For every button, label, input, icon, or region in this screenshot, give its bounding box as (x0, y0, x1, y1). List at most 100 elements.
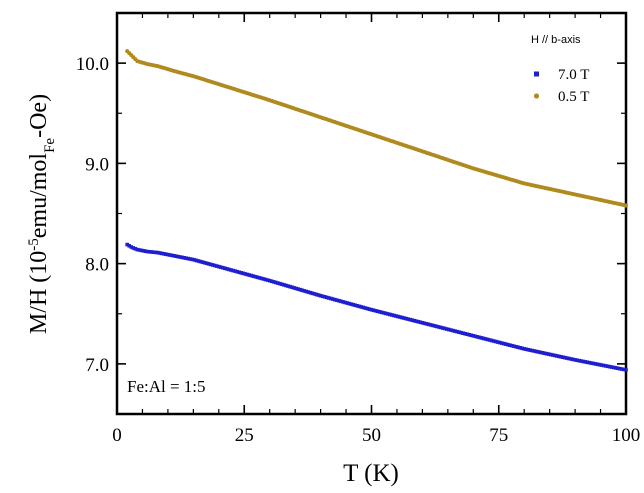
data-point (601, 363, 606, 368)
data-point (314, 292, 319, 297)
data-point (487, 338, 492, 342)
data-point (616, 366, 620, 371)
data-point (607, 364, 612, 369)
data-point (379, 310, 384, 315)
data-point (544, 351, 549, 356)
data-point (300, 288, 305, 293)
x-tick-label: 100 (612, 425, 641, 446)
data-point (430, 323, 435, 328)
data-point (611, 365, 616, 370)
data-point (475, 335, 480, 339)
data-point (159, 251, 164, 256)
data-point (442, 326, 447, 331)
data-point (341, 300, 345, 304)
data-point (593, 362, 598, 366)
x-tick-label: 50 (362, 425, 381, 446)
data-point (491, 339, 496, 343)
data-point (263, 277, 268, 282)
data-point (524, 347, 529, 352)
plot-area: 0 25 50 75 100 7.0 8.0 9.0 10.0 Fe:Al = 1:5 (76, 11, 641, 446)
data-point (153, 250, 158, 255)
data-point (495, 340, 500, 344)
data-point (579, 359, 584, 363)
data-point (575, 358, 579, 363)
data-point (465, 332, 469, 337)
data-point (259, 276, 264, 281)
series-7T (125, 242, 628, 372)
data-point (255, 275, 260, 280)
data-point (221, 265, 225, 270)
data-point (322, 295, 327, 299)
y-axis-label-mid: emu/mol (26, 153, 52, 239)
data-point (178, 255, 182, 259)
data-point (506, 342, 510, 347)
data-point (434, 324, 439, 329)
x-tick-label: 75 (489, 425, 508, 446)
data-point (453, 329, 457, 333)
data-point (410, 318, 415, 322)
data-point (184, 256, 189, 261)
data-point (133, 246, 138, 251)
data-point (408, 317, 412, 322)
data-point (135, 247, 140, 252)
y-tick-label: 10.0 (76, 54, 109, 75)
legend-label: 7.0 T (558, 67, 589, 83)
data-point (381, 311, 386, 315)
data-point (280, 282, 284, 287)
data-point (343, 300, 347, 305)
data-point (155, 250, 160, 255)
data-point (561, 355, 565, 360)
data-point (577, 358, 581, 363)
series-0p5T (125, 49, 628, 208)
data-point (290, 285, 294, 290)
data-point (483, 337, 488, 341)
data-point (151, 250, 156, 254)
data-point (424, 322, 429, 326)
data-point (345, 301, 349, 305)
data-point (357, 304, 362, 309)
data-point (333, 297, 337, 302)
data-point (459, 330, 463, 335)
data-point (278, 281, 282, 286)
data-point (540, 351, 545, 355)
data-point (510, 343, 514, 348)
data-point (400, 315, 404, 320)
data-point (451, 328, 455, 333)
data-point (127, 243, 132, 248)
data-point (530, 348, 535, 353)
data-point (390, 313, 394, 317)
data-point (573, 358, 577, 362)
data-point (469, 333, 474, 338)
legend-marker (534, 71, 539, 77)
data-point (129, 245, 134, 249)
data-point (214, 264, 219, 268)
data-point (414, 319, 419, 324)
data-point (261, 277, 266, 281)
data-point (229, 268, 233, 272)
data-point (589, 361, 594, 365)
data-point (516, 345, 520, 350)
data-point (210, 263, 215, 267)
data-point (559, 354, 563, 359)
legend-title: H // b-axis (531, 34, 581, 46)
data-point (449, 328, 453, 332)
data-point (394, 314, 398, 318)
data-point (457, 330, 461, 334)
data-point (363, 306, 368, 310)
data-point (538, 350, 543, 355)
data-point (481, 336, 486, 341)
data-point (554, 354, 559, 358)
data-point (353, 303, 358, 308)
data-point (208, 262, 213, 267)
data-point (477, 335, 482, 340)
data-point (614, 366, 618, 370)
y-axis-ticks: 7.0 8.0 9.0 10.0 (76, 12, 626, 415)
data-point (294, 286, 298, 291)
y-axis-label-main: M/H (10 (26, 251, 52, 334)
data-point (532, 349, 537, 353)
annotation-label: Fe:Al = 1:5 (127, 377, 206, 396)
data-point (603, 364, 608, 368)
data-point (292, 286, 296, 290)
data-point (245, 272, 250, 277)
